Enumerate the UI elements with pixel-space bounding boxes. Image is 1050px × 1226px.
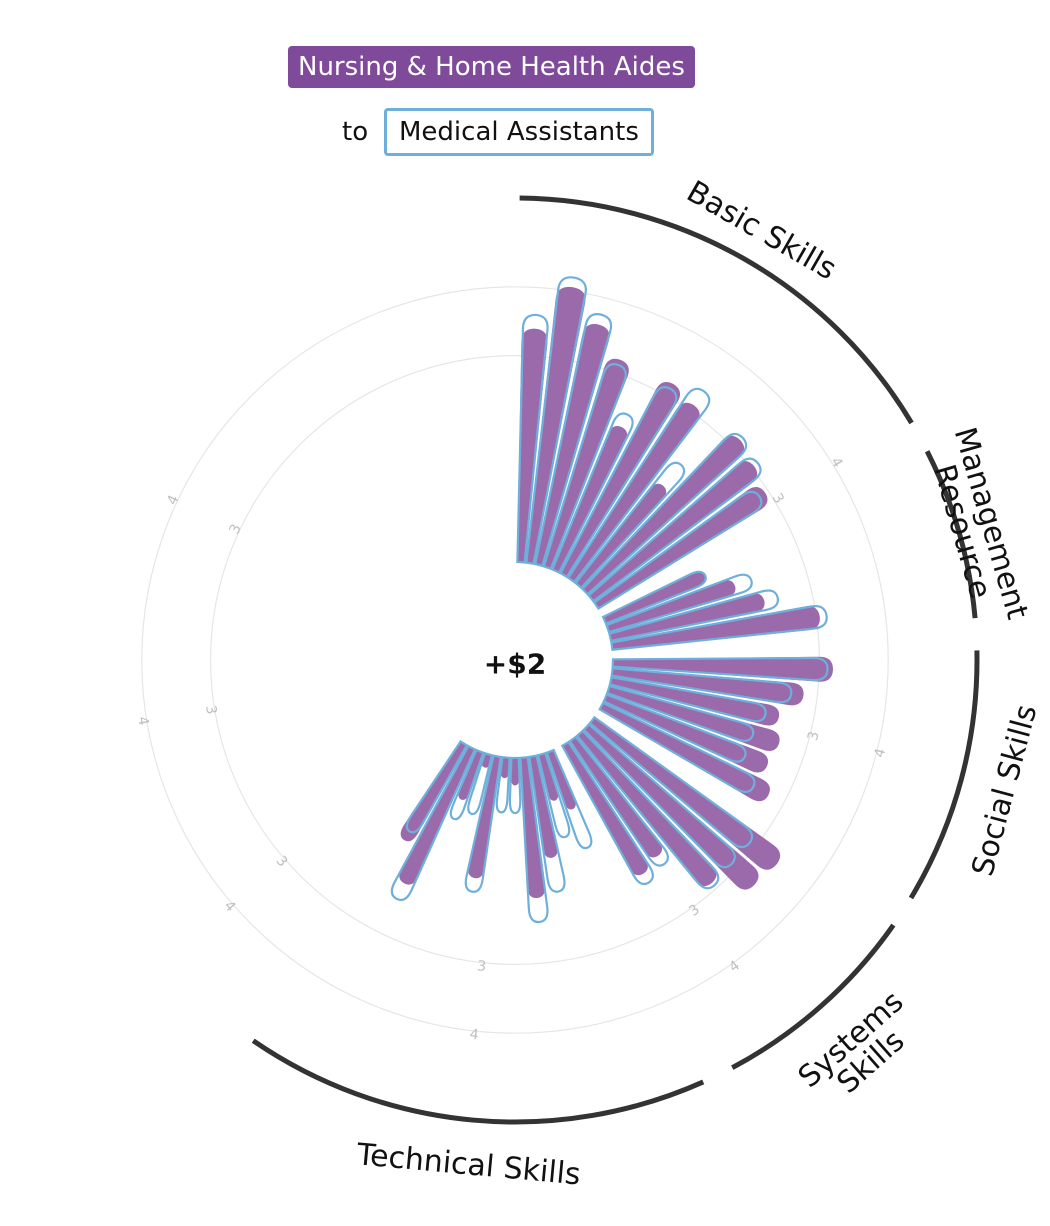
bar-to-5 — [559, 386, 678, 579]
tick-label: 4 — [469, 1027, 480, 1044]
bar-from-12 — [606, 579, 736, 633]
bar-to-0 — [516, 313, 549, 564]
bar-from-1 — [525, 286, 586, 564]
bar-to-9 — [587, 457, 762, 603]
bar-from-11 — [602, 571, 706, 624]
bar-to-14 — [610, 605, 828, 651]
tick-label: 4 — [872, 747, 890, 760]
bar-from-7 — [575, 483, 667, 589]
bar-from-4 — [552, 425, 628, 573]
bar-to-20 — [598, 701, 756, 793]
tick-label: 3 — [202, 704, 219, 715]
bar-to-2 — [533, 313, 613, 568]
bar-from-10 — [594, 487, 768, 609]
group-label-line: Social Skills — [965, 701, 1044, 880]
bar-from-28 — [529, 755, 558, 858]
bar-to-15 — [611, 656, 829, 682]
from-occupation-badge: Nursing & Home Health Aides — [288, 46, 695, 88]
bar-from-22 — [583, 724, 759, 890]
bar-from-3 — [543, 358, 629, 569]
bar-from-25 — [561, 741, 648, 876]
bar-to-1 — [525, 276, 587, 566]
bar-to-34 — [449, 748, 485, 821]
to-word: to — [342, 117, 369, 147]
bar-from-0 — [516, 328, 548, 563]
to-occupation-badge: Medical Assistants — [384, 108, 654, 156]
bar-from-18 — [607, 685, 780, 751]
bar-from-35 — [399, 745, 476, 885]
tick-label: 4 — [827, 455, 845, 471]
bar-from-19 — [603, 694, 769, 773]
bar-from-20 — [599, 702, 770, 802]
bar-to-18 — [605, 684, 755, 742]
bar-to-10 — [592, 490, 763, 611]
bar-from-30 — [510, 757, 520, 786]
bar-to-12 — [605, 573, 753, 634]
bar-from-2 — [534, 324, 610, 566]
tick-label: 3 — [805, 730, 823, 743]
bar-from-27 — [537, 753, 559, 801]
bar-to-7 — [574, 461, 686, 590]
bar-to-33 — [467, 751, 494, 816]
bar-to-6 — [566, 387, 711, 584]
bar-from-36 — [400, 741, 468, 842]
center-label: +$2 — [484, 648, 546, 681]
bar-to-24 — [568, 735, 669, 867]
bar-from-8 — [582, 435, 745, 595]
bar-to-4 — [551, 412, 634, 574]
grid-circle-4 — [141, 286, 889, 1034]
bar-to-21 — [588, 715, 754, 849]
bar-to-26 — [545, 748, 593, 850]
bar-to-28 — [528, 754, 566, 893]
bar-from-21 — [589, 717, 781, 870]
group-arc-2 — [908, 650, 980, 900]
tick-label: 3 — [686, 902, 703, 920]
bar-from-32 — [467, 755, 502, 879]
tick-label: 3 — [769, 491, 787, 507]
tick-label: 3 — [273, 853, 291, 870]
bar-to-22 — [582, 722, 736, 869]
bar-to-13 — [608, 589, 780, 643]
bar-from-14 — [611, 606, 820, 651]
bar-from-15 — [612, 656, 834, 682]
group-arc-3 — [731, 923, 896, 1070]
bar-to-16 — [610, 667, 793, 704]
group-arc-1 — [924, 450, 978, 619]
bar-to-30 — [508, 756, 522, 815]
bar-from-9 — [588, 461, 758, 602]
tick-label: 4 — [221, 898, 239, 915]
bar-to-36 — [405, 740, 469, 834]
bar-to-27 — [536, 751, 571, 839]
bar-from-34 — [458, 749, 484, 800]
bar-to-31 — [495, 756, 511, 814]
tick-label: 4 — [134, 715, 151, 726]
bar-from-16 — [611, 667, 804, 706]
bar-to-8 — [580, 432, 748, 596]
bar-from-13 — [609, 593, 765, 642]
tick-label: 3 — [476, 958, 487, 975]
bar-to-19 — [602, 693, 747, 763]
bar-from-5 — [560, 381, 681, 578]
bar-from-6 — [568, 402, 700, 583]
bar-to-25 — [560, 740, 654, 886]
bar-from-17 — [609, 676, 780, 726]
tick-label: 4 — [726, 957, 743, 975]
bar-from-26 — [546, 749, 576, 810]
group-label-line: Technical Skills — [354, 1137, 582, 1192]
bar-to-3 — [542, 363, 627, 571]
group-arc-4 — [251, 1038, 705, 1125]
group-arc-0 — [519, 195, 914, 425]
bar-to-17 — [608, 676, 767, 723]
bar-from-24 — [569, 736, 663, 858]
bar-to-23 — [575, 729, 720, 890]
bar-from-23 — [576, 730, 717, 887]
bar-to-29 — [519, 755, 549, 924]
bar-to-32 — [464, 754, 502, 893]
bar-to-35 — [390, 744, 477, 902]
bar-to-11 — [601, 570, 707, 625]
